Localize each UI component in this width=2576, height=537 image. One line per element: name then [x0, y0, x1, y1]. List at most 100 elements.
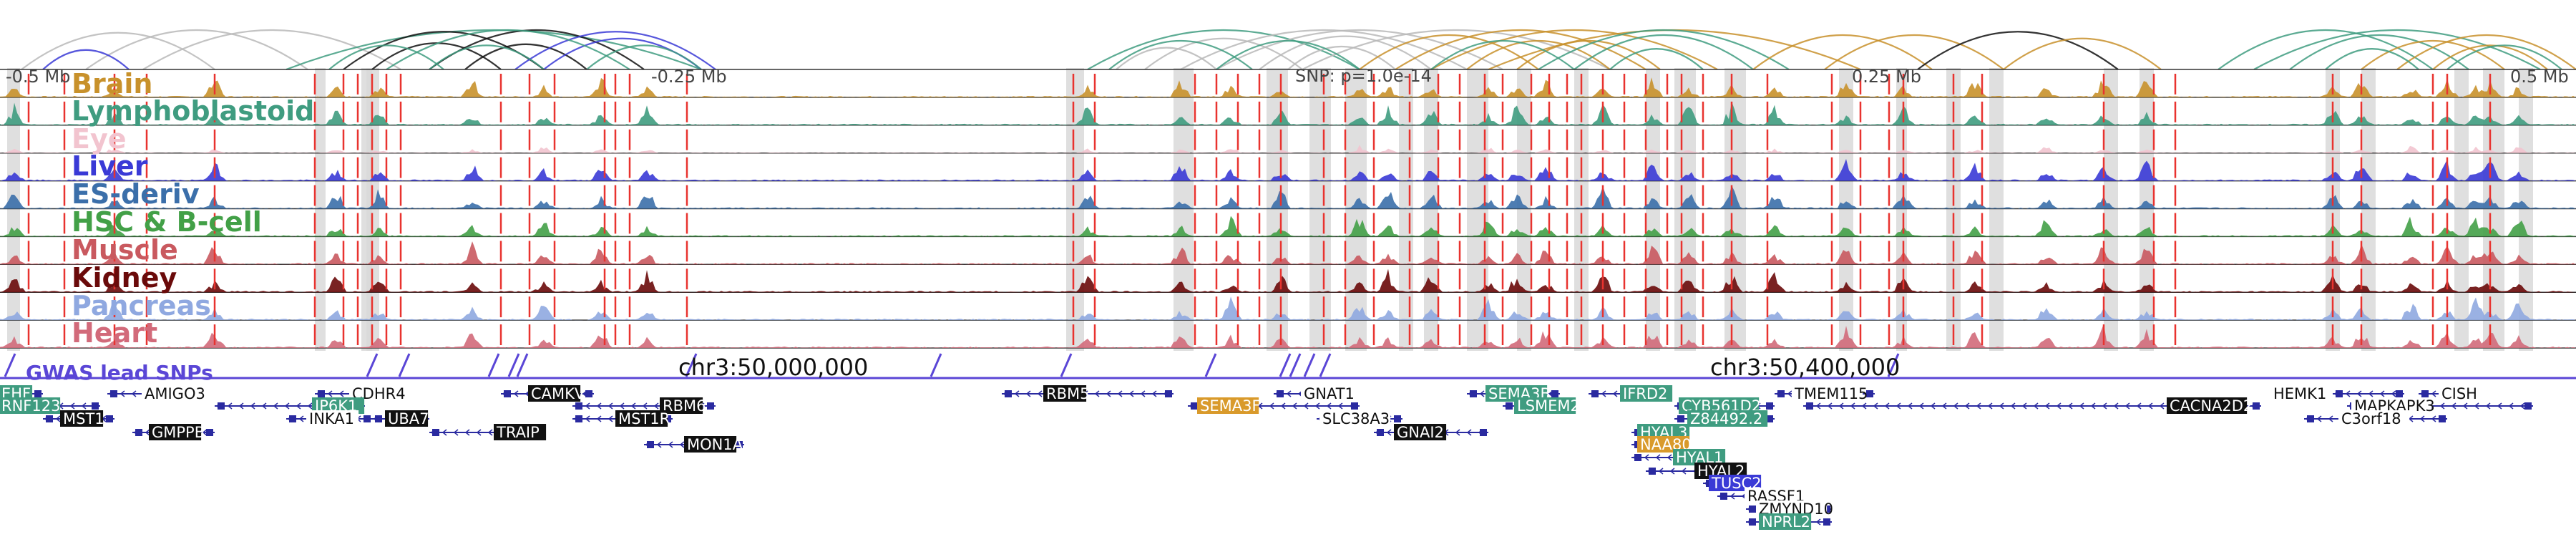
gene-strand-arrow: [2033, 402, 2039, 410]
gene-exon: [504, 390, 511, 397]
gene-label-bg: [306, 410, 359, 427]
gene-strand-arrow: [668, 441, 673, 448]
gene-camkv[interactable]: CAMKV: [501, 385, 594, 402]
gene-ifrd2[interactable]: IFRD2: [1589, 385, 1673, 402]
gene-rbm5[interactable]: RBM5: [1002, 385, 1174, 402]
gene-label-bg: [385, 410, 429, 427]
gene-strand-arrow: [1907, 402, 1913, 410]
gene-exon: [1480, 429, 1487, 436]
highlight-column: [1574, 68, 1589, 351]
axis: -0.5 Mb -0.25 Mb SNP: p=1.0e-14 0.25 Mb …: [6, 66, 2569, 87]
gene-mst1r[interactable]: MST1R: [572, 410, 673, 427]
highlight-column: [1399, 68, 1413, 351]
gene-lsmem2[interactable]: LSMEM2: [1503, 397, 1580, 415]
gene-strand-arrow: [2159, 402, 2165, 410]
gene-sema3f[interactable]: SEMA3F: [1188, 397, 1360, 415]
gene-label-bg: [660, 397, 703, 414]
gene-zmynd10[interactable]: ZMYND10: [1746, 500, 1833, 518]
gene-rbm6[interactable]: RBM6: [572, 397, 716, 415]
gene-slc38a3[interactable]: SLC38A3: [1317, 410, 1402, 427]
highlight-column: [1174, 68, 1194, 351]
gene-label-bg: [2351, 397, 2432, 414]
gene-strand-arrow: [1930, 402, 1936, 410]
gwas-coord-right: chr3:50,400,000: [1710, 354, 1900, 381]
gene-strand-arrow: [296, 402, 301, 410]
gene-exon: [1394, 415, 1401, 422]
gene-nprl2[interactable]: NPRL2: [1746, 513, 1832, 531]
gene-c3orf18[interactable]: C3orf18: [2304, 410, 2447, 427]
interaction-arc: [1302, 29, 1611, 70]
gene-strand-arrow: [307, 402, 313, 410]
gene-label: SEMA3F: [1200, 397, 1261, 415]
gene-exon: [736, 441, 743, 448]
gene-strand-arrow: [2090, 402, 2096, 410]
gene-rnf123[interactable]: RNF123: [0, 397, 100, 415]
gene-strand-arrow: [2056, 402, 2062, 410]
highlight-column: [1724, 68, 1746, 351]
axis-label-right: 0.5 Mb: [2510, 67, 2569, 87]
gene-uba7[interactable]: UBA7: [372, 410, 429, 427]
gene-strand-arrow: [1269, 402, 1274, 410]
interaction-arc: [2396, 34, 2576, 70]
interaction-arc: [42, 49, 130, 70]
gwas-marker: [507, 353, 520, 377]
gene-strand-arrow: [2451, 402, 2457, 410]
gene-label-bg: [528, 385, 581, 402]
gene-label-bg: [1687, 410, 1768, 427]
gene-gnat1[interactable]: GNAT1: [1274, 385, 1355, 402]
gene-strand-arrow: [476, 429, 482, 436]
track-label-liver: Liver: [72, 150, 148, 182]
gene-gmppb[interactable]: GMPPB: [132, 424, 215, 441]
highlight-column: [1309, 68, 1331, 351]
gene-strand-arrow: [1094, 390, 1100, 397]
gene-exon: [647, 441, 654, 448]
gene-inka1[interactable]: INKA1: [286, 410, 372, 427]
gene-cacna2d2[interactable]: CACNA2D2: [1803, 397, 2261, 415]
gene-mst1[interactable]: MST1: [43, 410, 114, 427]
gene-strand-arrow: [2102, 402, 2107, 410]
gene-strand-arrow: [1976, 402, 1981, 410]
gene-strand-arrow: [585, 402, 590, 410]
gene-amigo3[interactable]: AMIGO3: [107, 385, 205, 402]
gene-hemk1[interactable]: HEMK1: [2270, 385, 2404, 402]
gene-label-bg: [1792, 385, 1863, 402]
gwas-marker: [1303, 353, 1316, 377]
gene-label-bg: [684, 436, 737, 453]
gene-traip[interactable]: TRAIP: [429, 424, 547, 441]
gene-strand-arrow: [2462, 402, 2468, 410]
gene-z84492-2[interactable]: Z84492.2: [1674, 410, 1775, 427]
highlight-column: [1424, 68, 1438, 351]
highlight-column: [366, 68, 379, 351]
gwas-marker: [4, 353, 16, 377]
gene-gnai2[interactable]: GNAI2: [1374, 424, 1488, 441]
gene-mon1a[interactable]: MON1A: [644, 436, 744, 453]
gene-exon: [2439, 415, 2446, 422]
signal-tracks: [0, 69, 2576, 349]
gene-strand-arrow: [1466, 429, 1472, 436]
gene-exon: [1766, 415, 1773, 422]
gene-exon: [1191, 402, 1198, 410]
gene-strand-arrow: [1827, 402, 1833, 410]
gene-strand-arrow: [273, 402, 278, 410]
track-label-brain: Brain: [72, 68, 152, 100]
gene-label: HEMK1: [2273, 385, 2326, 402]
interaction-arc: [429, 44, 545, 70]
track-label-muscle: Muscle: [72, 234, 178, 266]
gene-tusc2[interactable]: TUSC2: [1703, 475, 1762, 492]
gene-strand-arrow: [642, 402, 648, 410]
gene-cish[interactable]: CISH: [2419, 385, 2482, 402]
gene-label-bg: [1394, 424, 1447, 440]
gene-strand-arrow: [298, 415, 304, 422]
gene-label-bg: [1759, 513, 1812, 530]
axis-label-mid-right: 0.25 Mb: [1852, 67, 1921, 87]
gene-exon: [2336, 390, 2343, 397]
gene-label-bg: [2338, 410, 2410, 427]
gene-label: UBA7: [388, 410, 429, 427]
highlight-column: [1517, 68, 1531, 351]
gene-strand-arrow: [119, 390, 125, 397]
gene-strand-arrow: [1787, 390, 1792, 397]
gene-tmem115[interactable]: TMEM115: [1775, 385, 1875, 402]
gene-strand-arrow: [608, 402, 613, 410]
gene-strand-arrow: [69, 402, 75, 410]
gene-label-bg: [312, 397, 365, 414]
